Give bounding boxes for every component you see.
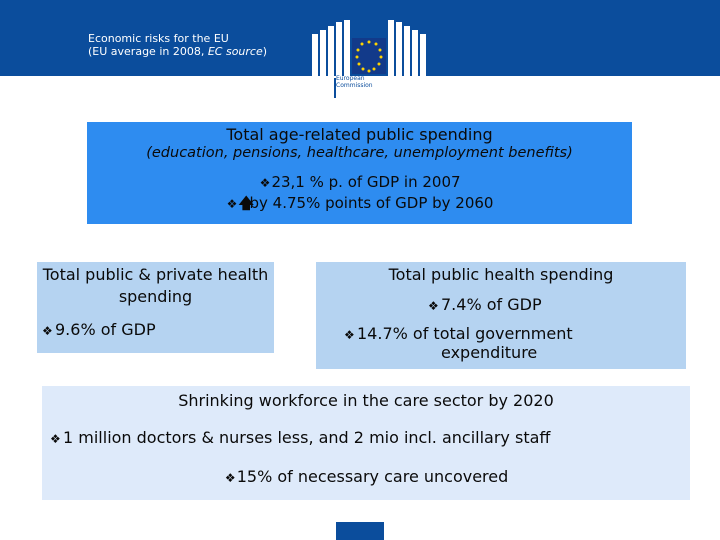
footer-tab (336, 522, 384, 540)
up-arrow-icon: 🡅 (238, 194, 254, 212)
diamond-bullet-icon: ❖ (259, 176, 271, 190)
diamond-bullet-icon: ❖ (428, 299, 439, 313)
bullet-item: ❖ 14.7% of total government expenditure (344, 324, 573, 362)
box-title: Total age-related public spending (226, 125, 493, 144)
box-title: Shrinking workforce in the care sector b… (178, 391, 554, 410)
logo-caption: European Commission (336, 75, 373, 89)
bullet-item: ❖ 1 million doctors & nurses less, and 2 … (50, 428, 551, 447)
header-title: Economic risks for the EU (88, 32, 229, 45)
public-health-box: Total public health spending ❖ 7.4% of GD… (316, 262, 686, 369)
header-source: (EU average in 2008, EC source) (88, 45, 268, 58)
age-related-spending-box: Total age-related public spending (educa… (87, 122, 632, 224)
care-workforce-box: Shrinking workforce in the care sector b… (42, 386, 690, 500)
diamond-bullet-icon: ❖ (42, 324, 53, 338)
bullet-item: ❖23,1 % p. of GDP in 2007 (259, 173, 461, 191)
box-title: Total public & private health spending (42, 265, 269, 306)
diamond-bullet-icon: ❖ (224, 471, 236, 485)
diamond-bullet-icon: ❖ (344, 328, 355, 342)
bullet-item: ❖ 9.6% of GDP (42, 320, 156, 339)
bullet-item: ❖15% of necessary care uncovered (224, 467, 509, 486)
bullet-item: ❖🡅by 4.75% points of GDP by 2060 (226, 194, 494, 212)
diamond-bullet-icon: ❖ (226, 197, 238, 211)
public-private-health-box: Total public & private health spending ❖… (37, 262, 274, 353)
diamond-bullet-icon: ❖ (50, 432, 61, 446)
box-title: Total public health spending (388, 265, 614, 284)
slide-header: Economic risks for the EU (EU average in… (88, 32, 267, 58)
box-subtitle: (education, pensions, healthcare, unempl… (146, 145, 573, 161)
bullet-item: ❖ 7.4% of GDP (428, 295, 542, 314)
european-commission-logo-icon (308, 18, 432, 98)
